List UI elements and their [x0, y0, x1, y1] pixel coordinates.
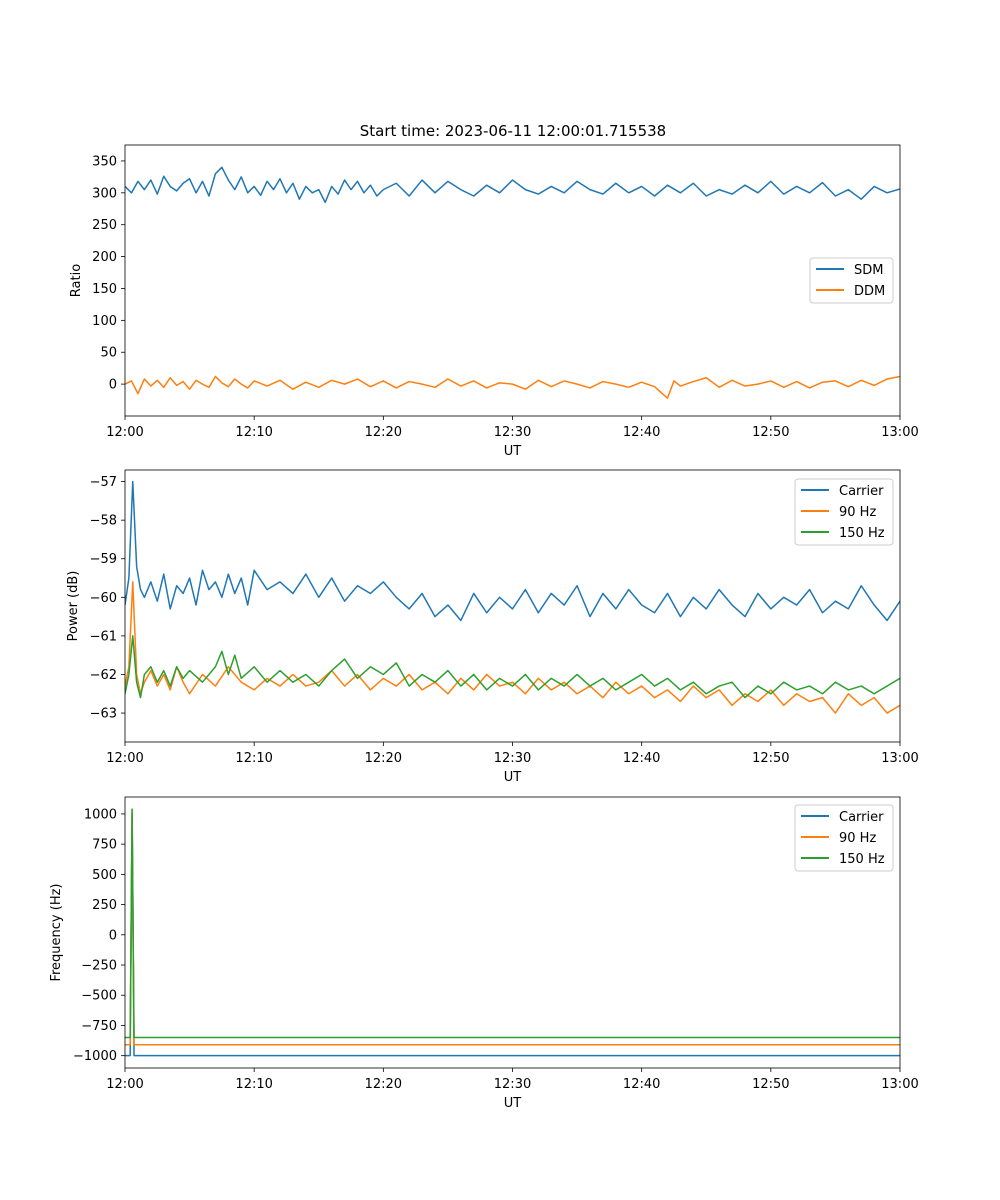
x-tick-label: 12:40: [623, 751, 660, 766]
y-tick-label: −63: [90, 707, 117, 722]
legend-label-sdm: SDM: [854, 263, 883, 278]
y-tick-label: 150: [92, 282, 117, 297]
series-line-90-hz: [125, 581, 900, 714]
y-tick-label: −57: [90, 475, 117, 490]
series-lines: [125, 166, 900, 399]
x-tick-label: 13:00: [881, 751, 918, 766]
legend-label-ddm: DDM: [854, 284, 885, 299]
y-tick-label: 0: [109, 928, 117, 943]
x-tick-label: 12:30: [494, 751, 531, 766]
series-line-ddm: [125, 375, 900, 399]
y-tick-label: −250: [81, 959, 117, 974]
y-tick-label: −1000: [73, 1049, 117, 1064]
series-line-150-hz: [125, 808, 900, 1039]
x-tick-label: 12:30: [494, 1077, 531, 1092]
y-tick-label: 200: [92, 250, 117, 265]
y-tick-label: −58: [90, 514, 117, 529]
x-axis-label: UT: [504, 770, 522, 785]
y-tick-label: 50: [100, 346, 117, 361]
series-lines: [125, 480, 900, 714]
legend-label-150-hz: 150 Hz: [839, 526, 885, 541]
y-tick-label: −62: [90, 668, 117, 683]
series-line-150-hz: [125, 635, 900, 699]
x-tick-label: 12:40: [623, 1077, 660, 1092]
y-tick-label: 500: [92, 868, 117, 883]
y-tick-label: −750: [81, 1019, 117, 1034]
x-tick-label: 12:20: [365, 751, 402, 766]
series-line-carrier: [125, 480, 900, 622]
y-tick-label: −59: [90, 552, 117, 567]
y-axis-label: Ratio: [69, 264, 84, 297]
legend-label-90-hz: 90 Hz: [839, 831, 876, 846]
x-tick-label: 12:00: [106, 751, 143, 766]
x-tick-label: 12:20: [365, 1077, 402, 1092]
y-tick-label: 750: [92, 838, 117, 853]
series-lines: [125, 808, 900, 1057]
x-tick-label: 12:00: [106, 1077, 143, 1092]
series-line-sdm: [125, 166, 900, 204]
x-axis-label: UT: [504, 444, 522, 459]
y-tick-label: 250: [92, 898, 117, 913]
y-tick-label: 0: [109, 378, 117, 393]
x-tick-label: 12:40: [623, 425, 660, 440]
legend-label-carrier: Carrier: [839, 484, 884, 499]
subplots: 12:00 12:10 12:20 12:30 12:40 12:50 13:00 UT 0 50…: [49, 144, 919, 1111]
x-tick-label: 12:20: [365, 425, 402, 440]
y-axis-label: Power (dB): [66, 571, 81, 642]
y-axis-label: Frequency (Hz): [49, 883, 64, 981]
x-tick-label: 12:50: [752, 1077, 789, 1092]
y-tick-label: 100: [92, 314, 117, 329]
y-tick-label: 350: [92, 154, 117, 169]
x-tick-label: 12:10: [235, 751, 272, 766]
x-tick-label: 12:10: [235, 1077, 272, 1092]
x-tick-label: 12:30: [494, 425, 531, 440]
x-tick-label: 13:00: [881, 425, 918, 440]
legend-label-150-hz: 150 Hz: [839, 852, 885, 867]
legend: SDM DDM: [809, 257, 894, 304]
legend: Carrier 90 Hz 150 Hz: [794, 804, 894, 872]
figure-title: Start time: 2023-06-11 12:00:01.715538: [360, 122, 666, 140]
legend-box: [794, 478, 894, 546]
legend-box: [794, 804, 894, 872]
legend-label-90-hz: 90 Hz: [839, 505, 876, 520]
x-tick-label: 12:50: [752, 425, 789, 440]
y-tick-label: 1000: [84, 807, 117, 822]
x-tick-label: 12:50: [752, 751, 789, 766]
legend-label-carrier: Carrier: [839, 810, 884, 825]
subplot-2: 12:00 12:10 12:20 12:30 12:40 12:50 13:00 UT −57…: [66, 469, 919, 785]
subplot-3: 12:00 12:10 12:20 12:30 12:40 12:50 13:00 UT 100…: [49, 796, 919, 1111]
subplot-1: 12:00 12:10 12:20 12:30 12:40 12:50 13:00 UT 0 50…: [69, 144, 919, 459]
y-tick-label: 250: [92, 218, 117, 233]
legend: Carrier 90 Hz 150 Hz: [794, 478, 894, 546]
y-tick-label: −500: [81, 989, 117, 1004]
y-tick-label: 300: [92, 186, 117, 201]
x-axis-label: UT: [504, 1096, 522, 1111]
x-tick-label: 12:10: [235, 425, 272, 440]
y-tick-label: −60: [90, 591, 117, 606]
x-tick-label: 13:00: [881, 1077, 918, 1092]
y-tick-label: −61: [90, 629, 117, 644]
x-tick-label: 12:00: [106, 425, 143, 440]
